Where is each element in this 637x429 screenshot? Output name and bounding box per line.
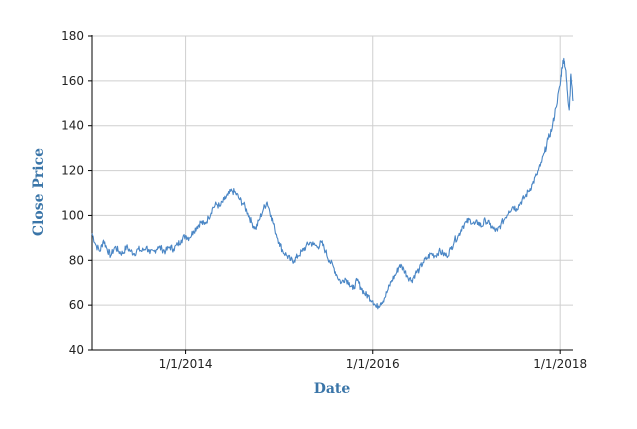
y-tick-label: 40 [69,343,84,357]
x-tick-label: 1/1/2016 [346,357,400,371]
y-tick-label: 100 [61,208,84,222]
x-axis-title: Date [314,381,351,397]
y-tick-label: 180 [61,29,84,43]
close-price-series-line [91,57,574,310]
y-tick-label: 140 [61,119,84,133]
x-tick-label: 1/1/2018 [533,357,587,371]
x-tick-label: 1/1/2014 [159,357,213,371]
y-tick-label: 80 [69,253,84,267]
y-axis-title: Close Price [31,148,47,236]
gridlines [92,35,573,350]
y-tick-label: 120 [61,164,84,178]
y-tick-label: 160 [61,74,84,88]
axes: 40 60 80 100 120 140 160 180 1/1/2014 1/1/2016 1/1… [61,29,587,371]
y-tick-label: 60 [69,298,84,312]
series-layer [91,57,574,310]
